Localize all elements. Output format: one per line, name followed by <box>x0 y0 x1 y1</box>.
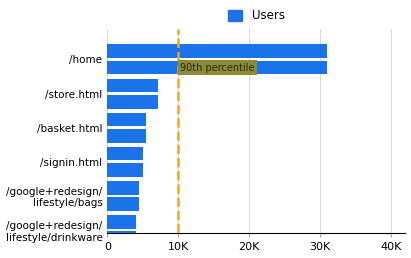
Bar <box>107 61 327 75</box>
Bar <box>107 181 139 195</box>
Bar <box>107 197 139 211</box>
Bar <box>107 79 158 92</box>
Legend: Users: Users <box>223 5 289 27</box>
Bar <box>107 129 146 143</box>
Text: 90th percentile: 90th percentile <box>180 63 255 73</box>
Bar <box>107 113 146 126</box>
Bar <box>107 147 143 160</box>
Bar <box>107 44 327 58</box>
Bar <box>107 163 143 177</box>
Bar <box>107 215 136 229</box>
Bar <box>107 95 158 109</box>
Bar <box>107 231 136 245</box>
